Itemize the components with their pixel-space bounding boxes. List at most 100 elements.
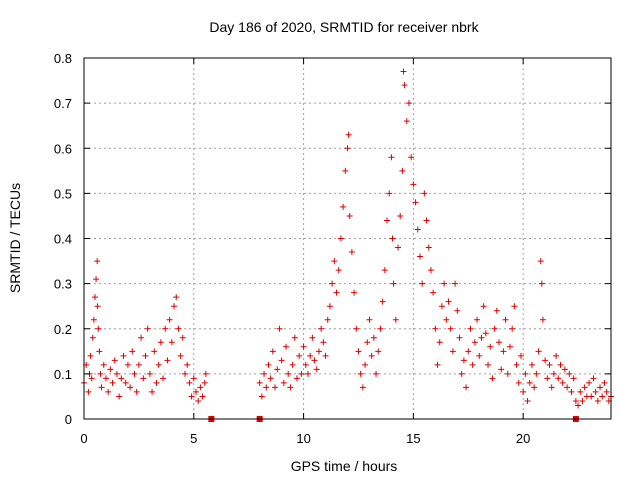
data-point xyxy=(87,352,94,359)
data-point xyxy=(377,325,384,332)
data-point xyxy=(162,325,169,332)
data-point xyxy=(256,379,263,386)
data-points xyxy=(81,68,614,409)
data-point xyxy=(524,397,531,404)
data-point xyxy=(397,212,404,219)
y-tick-label: 0.3 xyxy=(54,277,72,292)
data-point xyxy=(313,366,320,373)
data-point xyxy=(438,303,445,310)
data-point xyxy=(348,249,355,256)
data-point xyxy=(311,357,318,364)
data-point xyxy=(572,397,579,404)
data-point xyxy=(515,379,522,386)
data-point xyxy=(105,388,112,395)
data-point xyxy=(559,379,566,386)
data-point xyxy=(489,375,496,382)
data-point xyxy=(265,361,272,368)
data-point xyxy=(283,343,290,350)
data-point xyxy=(447,325,454,332)
data-point xyxy=(392,316,399,323)
data-point xyxy=(96,348,103,355)
data-point xyxy=(144,325,151,332)
data-point xyxy=(500,348,507,355)
data-point xyxy=(362,361,369,368)
data-point xyxy=(506,343,513,350)
x-tick-label: 15 xyxy=(406,431,420,446)
data-point xyxy=(533,370,540,377)
data-point xyxy=(511,303,518,310)
data-point xyxy=(89,334,96,341)
data-point xyxy=(416,253,423,260)
data-point xyxy=(381,267,388,274)
data-point xyxy=(395,244,402,251)
data-point xyxy=(120,352,127,359)
data-point xyxy=(151,348,158,355)
data-point xyxy=(538,280,545,287)
data-point xyxy=(564,384,571,391)
data-point xyxy=(160,375,167,382)
data-point xyxy=(531,384,538,391)
data-point xyxy=(548,384,555,391)
data-point xyxy=(102,375,109,382)
data-point xyxy=(300,343,307,350)
data-point xyxy=(94,303,101,310)
data-point xyxy=(155,361,162,368)
data-point xyxy=(458,370,465,377)
data-point xyxy=(370,334,377,341)
data-point xyxy=(315,348,322,355)
data-point xyxy=(164,357,171,364)
data-point xyxy=(326,303,333,310)
data-point xyxy=(157,339,164,346)
data-point xyxy=(168,339,175,346)
data-point xyxy=(202,370,209,377)
data-point xyxy=(109,379,116,386)
data-point xyxy=(390,280,397,287)
data-point xyxy=(423,217,430,224)
data-point xyxy=(135,361,142,368)
data-point xyxy=(149,388,156,395)
data-point xyxy=(386,190,393,197)
data-point xyxy=(100,361,107,368)
data-point xyxy=(179,334,186,341)
data-point xyxy=(588,393,595,400)
data-point xyxy=(553,352,560,359)
data-point xyxy=(401,82,408,89)
data-point xyxy=(107,366,114,373)
data-point xyxy=(122,379,129,386)
data-point xyxy=(421,190,428,197)
data-point xyxy=(131,370,138,377)
data-point xyxy=(182,370,189,377)
data-point xyxy=(594,397,601,404)
data-point xyxy=(467,325,474,332)
data-point xyxy=(463,384,470,391)
data-point xyxy=(568,388,575,395)
data-point xyxy=(322,352,329,359)
data-point xyxy=(267,375,274,382)
data-point xyxy=(504,370,511,377)
data-point xyxy=(603,388,610,395)
data-point xyxy=(190,375,197,382)
data-point xyxy=(280,379,287,386)
y-tick-label: 0.4 xyxy=(54,232,72,247)
data-point xyxy=(346,212,353,219)
y-tick-label: 0 xyxy=(65,412,72,427)
data-point xyxy=(331,258,338,265)
data-point xyxy=(195,397,202,404)
data-point xyxy=(116,393,123,400)
data-point xyxy=(138,334,145,341)
data-point xyxy=(430,289,437,296)
data-point xyxy=(91,294,98,301)
data-point xyxy=(192,388,199,395)
y-axis-label: SRMTID / TECUs xyxy=(7,183,23,293)
data-point xyxy=(269,348,276,355)
data-point xyxy=(586,379,593,386)
data-point xyxy=(561,366,568,373)
data-point xyxy=(432,325,439,332)
data-point xyxy=(85,388,92,395)
y-tick-label: 0.6 xyxy=(54,141,72,156)
data-point xyxy=(285,370,292,377)
data-point xyxy=(309,334,316,341)
data-point xyxy=(403,118,410,125)
data-point xyxy=(597,384,604,391)
